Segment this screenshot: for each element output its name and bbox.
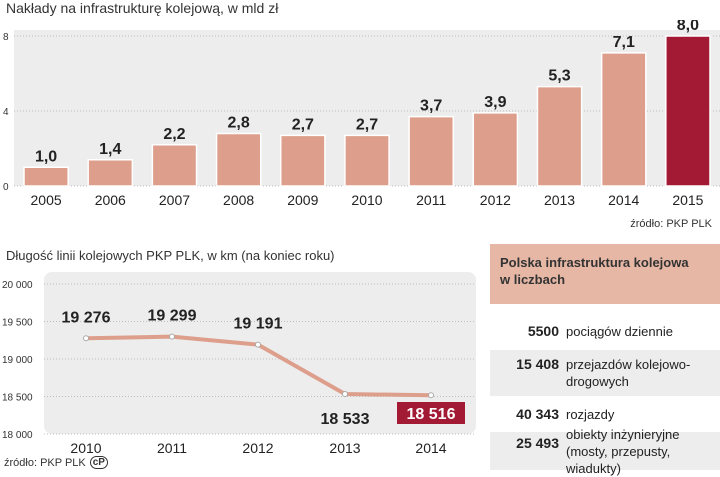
stat-number: 5500 <box>527 323 559 339</box>
stat-row: 25 493 obiekty inżynieryjne (mosty, prze… <box>490 427 720 476</box>
data-value-label: 19 276 <box>62 309 111 326</box>
data-value-label: 19 191 <box>234 316 283 333</box>
line-chart: 18 000 18 500 19 000 19 500 20 000 2010 19 276… <box>2 272 476 456</box>
x-tick-label: 2014 <box>415 440 446 456</box>
stat-text: rozjazdy <box>566 406 615 422</box>
data-value-label: 18 533 <box>321 411 370 428</box>
data-point <box>428 392 434 399</box>
bar-value-label: 2,2 <box>163 126 185 143</box>
bar <box>279 134 326 187</box>
y-tick-label: 19 000 <box>2 355 33 366</box>
bar-value-label: 7,1 <box>613 34 635 51</box>
y-tick-label: 20 000 <box>2 280 33 291</box>
stat-text: przejazdów kolejowo-drogowych <box>566 357 691 389</box>
cc-icon: cP <box>89 456 108 469</box>
stats-heading: Polska infrastruktura kolejowa w liczbac… <box>500 255 689 287</box>
stat-row: 15 408 przejazdów kolejowo-drogowych <box>490 350 720 396</box>
bar-value-label: 2,8 <box>228 115 250 132</box>
bar <box>408 115 455 187</box>
line-chart-source: źródło: PKP PLK cP <box>4 456 108 469</box>
bar-value-label: 8,0 <box>677 20 699 34</box>
data-point <box>83 335 89 342</box>
data-point <box>169 333 175 340</box>
x-tick-label: 2015 <box>672 192 703 208</box>
x-tick-label: 2011 <box>416 192 446 208</box>
data-point <box>342 391 348 398</box>
y-tick-label: 0 <box>3 182 9 193</box>
x-tick-label: 2008 <box>223 192 254 208</box>
bar <box>151 144 198 187</box>
y-tick-label: 18 500 <box>2 393 33 404</box>
bar-value-label: 2,7 <box>292 116 314 133</box>
data-value-label: 18 516 <box>407 406 456 423</box>
stat-number: 15 408 <box>516 356 559 372</box>
stats-panel: Polska infrastruktura kolejowa w liczbac… <box>486 240 720 476</box>
bar <box>215 132 262 187</box>
bar-value-label: 1,0 <box>35 148 57 165</box>
bar-value-label: 3,7 <box>420 98 442 115</box>
x-tick-label: 2013 <box>544 192 575 208</box>
bar-value-label: 1,4 <box>99 141 121 158</box>
stat-row: 5500 pociągów dziennie <box>490 314 720 348</box>
highlight-label-box <box>397 402 465 424</box>
bar <box>600 52 647 187</box>
x-tick-label: 2013 <box>329 440 360 456</box>
bar <box>472 112 519 187</box>
x-tick-label: 2014 <box>608 192 639 208</box>
data-value-label: 19 299 <box>148 308 197 325</box>
bar <box>536 85 583 187</box>
y-tick-label: 19 500 <box>2 318 33 329</box>
x-tick-label: 2009 <box>287 192 318 208</box>
y-tick-label: 8 <box>3 32 9 43</box>
y-tick-label: 18 000 <box>2 430 33 441</box>
bar-value-label: 5,3 <box>548 68 570 85</box>
x-tick-label: 2010 <box>351 192 382 208</box>
data-point <box>255 341 261 348</box>
bar-value-label: 3,9 <box>484 94 506 111</box>
line-chart-title: Długość linii kolejowych PKP PLK, w km (… <box>6 248 335 263</box>
bar-chart: 0 4 8 1,0 2005 1,4 2006 2,2 2007 2,8 2008 2,7 2009 2,… <box>3 20 720 208</box>
x-tick-label: 2010 <box>70 440 101 456</box>
bar-value-label: 2,7 <box>356 116 378 133</box>
x-tick-label: 2012 <box>480 192 511 208</box>
x-tick-label: 2007 <box>159 192 190 208</box>
stat-text: pociągów dziennie <box>566 323 673 339</box>
stat-text: obiekty inżynieryjne (mosty, przepusty, … <box>566 426 680 476</box>
bar-chart-title: Nakłady na infrastrukturę kolejową, w ml… <box>6 0 279 16</box>
bar <box>23 166 69 187</box>
bar <box>344 134 390 187</box>
x-tick-label: 2012 <box>242 440 273 456</box>
x-tick-label: 2005 <box>31 192 62 208</box>
x-tick-label: 2006 <box>95 192 126 208</box>
x-tick-label: 2011 <box>157 440 187 456</box>
stat-number: 40 343 <box>516 406 559 422</box>
bar <box>665 35 711 187</box>
line-chart-source-text: źródło: PKP PLK <box>4 456 86 469</box>
stats-heading-box: Polska infrastruktura kolejowa w liczbac… <box>490 244 720 304</box>
stat-number: 25 493 <box>516 435 559 451</box>
bar-chart-source: źródło: PKP PLK <box>630 218 712 230</box>
stat-row: 40 343 rozjazdy <box>490 396 720 432</box>
y-tick-label: 4 <box>3 107 9 118</box>
bar <box>87 159 134 187</box>
